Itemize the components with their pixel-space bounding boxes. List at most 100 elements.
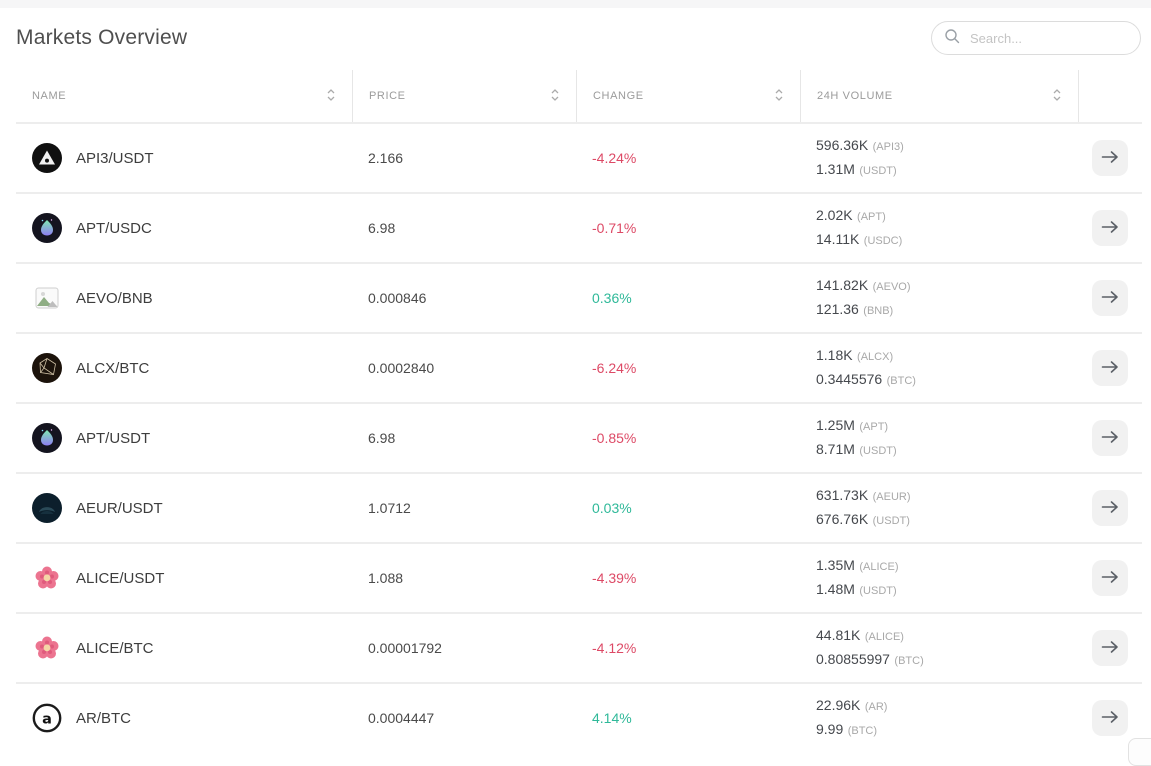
volume-cell: 2.02K (APT) 14.11K (USDC) xyxy=(800,204,1078,252)
action-cell xyxy=(1078,350,1142,386)
market-name-cell: APT/USDC xyxy=(16,213,352,243)
open-market-button[interactable] xyxy=(1092,350,1128,386)
volume-base-unit: (ALCX) xyxy=(857,351,894,363)
volume-cell: 1.25M (APT) 8.71M (USDT) xyxy=(800,414,1078,462)
column-label: Price xyxy=(369,90,406,102)
column-header-volume[interactable]: 24h Volume xyxy=(800,70,1078,122)
table-row[interactable]: APT/USDT 6.98 -0.85% 1.25M (APT) 8.71M (… xyxy=(16,402,1142,472)
table-row[interactable]: AEVO/BNB 0.000846 0.36% 141.82K (AEVO) 1… xyxy=(16,262,1142,332)
volume-quote-unit: (USDT) xyxy=(859,165,897,177)
volume-quote-unit: (BTC) xyxy=(847,725,878,737)
open-market-button[interactable] xyxy=(1092,630,1128,666)
market-name-cell: ALCX/BTC xyxy=(16,353,352,383)
table-body: API3/USDT 2.166 -4.24% 596.36K (API3) 1.… xyxy=(16,122,1142,752)
sort-icon[interactable] xyxy=(1052,87,1062,106)
action-cell xyxy=(1078,700,1142,736)
volume-cell: 1.35M (ALICE) 1.48M (USDT) xyxy=(800,554,1078,602)
volume-quote: 121.36 xyxy=(816,301,859,317)
arrow-right-icon xyxy=(1101,570,1119,587)
volume-quote: 14.11K xyxy=(816,231,860,247)
volume-quote: 0.3445576 xyxy=(816,371,883,387)
apt-coin-icon xyxy=(32,213,62,243)
table-row[interactable]: API3/USDT 2.166 -4.24% 596.36K (API3) 1.… xyxy=(16,122,1142,192)
change-value: -0.85% xyxy=(592,430,637,446)
pair-name: AR/BTC xyxy=(76,709,132,727)
column-header-name[interactable]: Name xyxy=(16,70,352,122)
volume-quote-unit: (USDT) xyxy=(872,515,910,527)
table-row[interactable]: ALICE/USDT 1.088 -4.39% 1.35M (ALICE) 1.… xyxy=(16,542,1142,612)
volume-quote: 9.99 xyxy=(816,721,844,737)
arrow-right-icon xyxy=(1101,710,1119,727)
pair-name: API3/USDT xyxy=(76,149,154,167)
pair-name: ALICE/BTC xyxy=(76,639,154,657)
sort-icon[interactable] xyxy=(774,87,784,106)
volume-quote: 0.80855997 xyxy=(816,651,890,667)
markets-table: Name Price Change 24h Volume xyxy=(16,70,1142,752)
volume-base: 22.96K xyxy=(816,697,861,713)
broken-image-icon xyxy=(32,283,62,313)
pair-name: APT/USDC xyxy=(76,219,152,237)
volume-quote: 1.48M xyxy=(816,581,855,597)
volume-base: 631.73K xyxy=(816,487,869,503)
page-header: Markets Overview xyxy=(0,8,1151,68)
volume-base-unit: (AEUR) xyxy=(872,491,911,503)
price-value: 1.088 xyxy=(368,570,404,586)
action-cell xyxy=(1078,280,1142,316)
price-value: 0.0002840 xyxy=(368,360,435,376)
volume-quote-unit: (USDC) xyxy=(863,235,903,247)
volume-base-unit: (ALICE) xyxy=(859,561,899,573)
action-cell xyxy=(1078,560,1142,596)
market-name-cell: API3/USDT xyxy=(16,143,352,173)
volume-quote: 676.76K xyxy=(816,511,869,527)
price-value: 0.0004447 xyxy=(368,710,435,726)
apt-coin-icon xyxy=(32,423,62,453)
volume-base-unit: (API3) xyxy=(872,141,904,153)
action-cell xyxy=(1078,420,1142,456)
market-name-cell: ALICE/BTC xyxy=(16,633,352,663)
volume-quote: 1.31M xyxy=(816,161,855,177)
volume-quote-unit: (BTC) xyxy=(894,655,924,667)
open-market-button[interactable] xyxy=(1092,420,1128,456)
volume-cell: 1.18K (ALCX) 0.3445576 (BTC) xyxy=(800,344,1078,392)
market-name-cell: APT/USDT xyxy=(16,423,352,453)
change-value: 0.36% xyxy=(592,290,632,306)
column-header-price[interactable]: Price xyxy=(352,70,576,122)
table-row[interactable]: APT/USDC 6.98 -0.71% 2.02K (APT) 14.11K … xyxy=(16,192,1142,262)
open-market-button[interactable] xyxy=(1092,280,1128,316)
volume-base: 44.81K xyxy=(816,627,861,643)
sort-icon[interactable] xyxy=(550,87,560,106)
price-value: 6.98 xyxy=(368,430,396,446)
column-header-change[interactable]: Change xyxy=(576,70,800,122)
market-name-cell: AEVO/BNB xyxy=(16,283,352,313)
volume-quote-unit: (BTC) xyxy=(886,375,916,387)
change-value: -4.39% xyxy=(592,570,637,586)
table-row[interactable]: ALCX/BTC 0.0002840 -6.24% 1.18K (ALCX) 0… xyxy=(16,332,1142,402)
search-input[interactable] xyxy=(970,30,1146,46)
volume-base: 1.18K xyxy=(816,347,853,363)
volume-base: 1.25M xyxy=(816,417,855,433)
volume-base-unit: (ALICE) xyxy=(864,631,904,643)
open-market-button[interactable] xyxy=(1092,210,1128,246)
pair-name: AEUR/USDT xyxy=(76,499,163,517)
api3-coin-icon xyxy=(32,143,62,173)
alice-coin-icon xyxy=(32,563,62,593)
search-box[interactable] xyxy=(931,21,1146,55)
table-row[interactable]: ALICE/BTC 0.00001792 -4.12% 44.81K (ALIC… xyxy=(16,612,1142,682)
open-market-button[interactable] xyxy=(1092,560,1128,596)
open-market-button[interactable] xyxy=(1092,700,1128,736)
table-row[interactable]: AEUR/USDT 1.0712 0.03% 631.73K (AEUR) 67… xyxy=(16,472,1142,542)
sort-icon[interactable] xyxy=(326,87,336,106)
volume-cell: 22.96K (AR) 9.99 (BTC) xyxy=(800,694,1078,742)
volume-base-unit: (APT) xyxy=(859,421,889,433)
volume-cell: 631.73K (AEUR) 676.76K (USDT) xyxy=(800,484,1078,532)
volume-quote-unit: (USDT) xyxy=(859,585,897,597)
open-market-button[interactable] xyxy=(1092,140,1128,176)
volume-base: 141.82K xyxy=(816,277,869,293)
open-market-button[interactable] xyxy=(1092,490,1128,526)
table-row[interactable]: a AR/BTC 0.0004447 4.14% 22.96K (AR) 9.9… xyxy=(16,682,1142,752)
volume-cell: 596.36K (API3) 1.31M (USDT) xyxy=(800,134,1078,182)
column-label: 24h Volume xyxy=(817,90,893,102)
arrow-right-icon xyxy=(1101,500,1119,517)
volume-base-unit: (APT) xyxy=(857,211,886,223)
column-label: Name xyxy=(32,90,67,102)
